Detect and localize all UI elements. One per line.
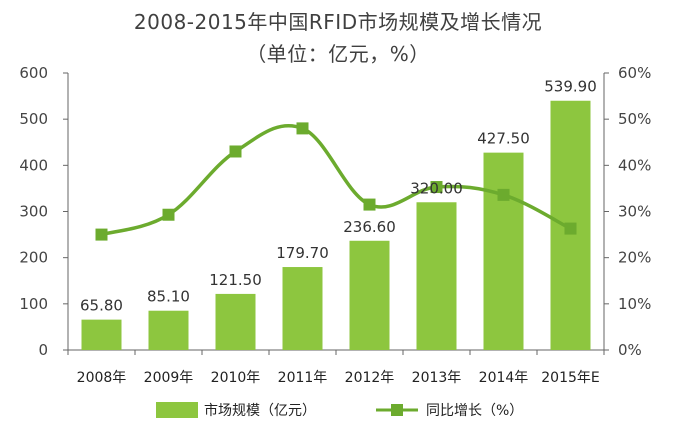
growth-marker	[229, 145, 242, 158]
y-left-tick-label: 500	[19, 110, 48, 128]
bar	[349, 240, 390, 350]
y-left-tick-label: 100	[19, 295, 48, 313]
x-tick-label: 2012年	[345, 370, 395, 386]
y-right-tick-label: 60%	[618, 64, 651, 82]
growth-marker	[564, 222, 577, 235]
y-left-tick-label: 600	[19, 64, 48, 82]
growth-marker	[430, 181, 443, 194]
y-left-tick-label: 300	[19, 203, 48, 221]
x-tick-label: 2010年	[211, 370, 261, 386]
legend-bar-label: 市场规模（亿元）	[204, 402, 316, 419]
growth-marker	[162, 208, 175, 221]
x-tick-label: 2015年E	[541, 370, 599, 386]
growth-marker	[363, 198, 376, 211]
bar	[416, 202, 457, 350]
growth-line	[101, 123, 572, 237]
bar	[282, 267, 323, 350]
bar	[215, 293, 256, 350]
y-right-tick-label: 0%	[618, 341, 642, 359]
x-tick-label: 2014年	[479, 370, 529, 386]
y-right-tick-label: 30%	[618, 203, 651, 221]
data-label: 539.90	[544, 78, 597, 96]
y-left-tick-label: 0	[38, 341, 48, 359]
bar	[148, 310, 189, 350]
x-tick-label: 2009年	[144, 370, 194, 386]
data-label: 65.80	[80, 297, 123, 315]
legend-line-label: 同比增长（%）	[426, 403, 523, 419]
legend-line-marker	[391, 404, 403, 416]
chart-subtitle: （单位：亿元，%）	[246, 42, 430, 66]
data-label: 236.60	[343, 218, 396, 236]
x-tick-label: 2008年	[77, 370, 127, 386]
bar	[483, 152, 524, 350]
y-right-tick-label: 50%	[618, 110, 651, 128]
growth-marker	[296, 122, 309, 135]
x-tick-label: 2011年	[278, 370, 328, 386]
y-left-tick-label: 400	[19, 156, 48, 174]
data-label: 179.70	[276, 244, 329, 262]
chart-title: 2008-2015年中国RFID市场规模及增长情况	[133, 10, 543, 34]
y-right-tick-label: 10%	[618, 295, 651, 313]
data-label: 320.00	[410, 179, 463, 197]
data-label: 427.50	[477, 130, 530, 148]
growth-marker	[497, 188, 510, 201]
y-left-tick-label: 200	[19, 249, 48, 267]
data-label: 121.50	[209, 271, 262, 289]
legend-bar-swatch	[156, 402, 198, 418]
y-right-tick-label: 20%	[618, 249, 651, 267]
data-label: 85.10	[147, 288, 190, 306]
y-right-tick-label: 40%	[618, 156, 651, 174]
bar	[81, 319, 122, 350]
growth-marker	[95, 228, 108, 241]
x-tick-label: 2013年	[412, 370, 462, 386]
